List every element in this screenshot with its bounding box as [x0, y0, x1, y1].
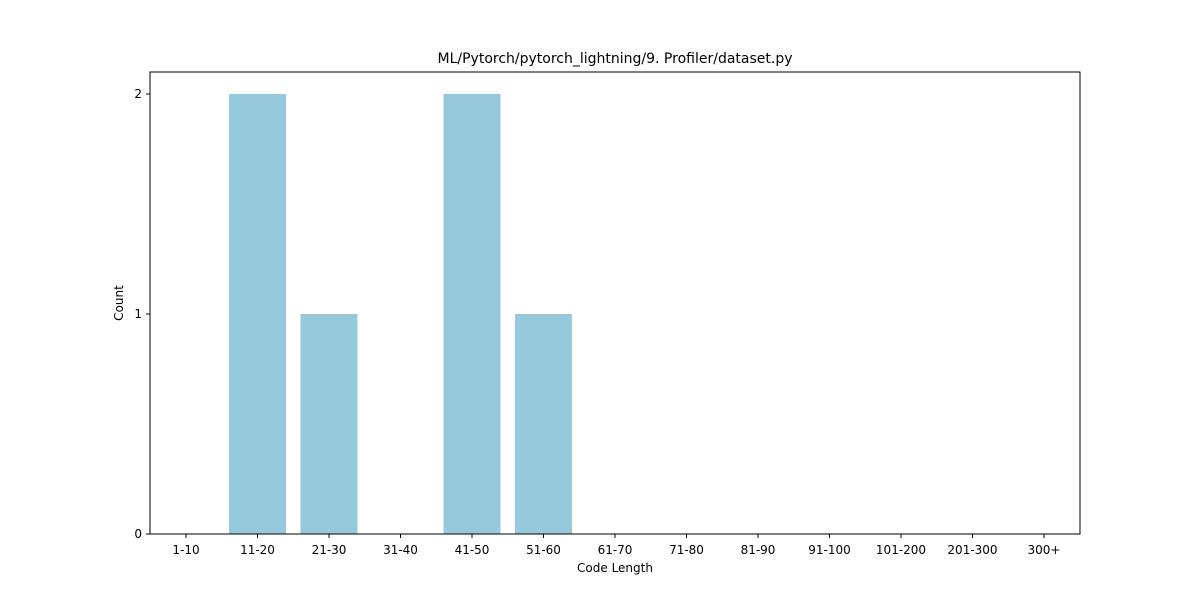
x-tick-label: 61-70: [598, 543, 633, 557]
bar-41-50: [443, 94, 501, 534]
x-tick-label: 11-20: [240, 543, 275, 557]
bar-51-60: [515, 314, 572, 534]
x-tick-label: 1-10: [172, 543, 199, 557]
plot-frame: [149, 71, 1081, 535]
x-tick-label: 41-50: [455, 543, 490, 557]
x-tick-label: 201-300: [947, 543, 997, 557]
x-tick-label: 81-90: [741, 543, 776, 557]
x-tick-label: 300+: [1028, 543, 1061, 557]
bar-21-30: [300, 314, 358, 534]
x-tick-label: 31-40: [383, 543, 418, 557]
x-axis-label: Code Length: [577, 561, 653, 575]
y-tick-label: 0: [134, 527, 142, 541]
x-tick-label: 71-80: [669, 543, 704, 557]
y-tick-label: 1: [134, 307, 142, 321]
y-axis: 0 1 2: [134, 87, 150, 541]
x-axis: 1-10 11-20 21-30 31-40 41-50 51-60 61-70 71-80 8…: [172, 534, 1060, 557]
x-tick-label: 91-100: [808, 543, 851, 557]
bar-11-20: [229, 94, 286, 534]
x-tick-label: 21-30: [312, 543, 347, 557]
y-tick-label: 2: [134, 87, 142, 101]
x-tick-label: 51-60: [526, 543, 561, 557]
bars-layer: [229, 94, 572, 534]
chart-title: ML/Pytorch/pytorch_lightning/9. Profiler…: [438, 51, 793, 67]
x-tick-label: 101-200: [876, 543, 926, 557]
y-axis-label: Count: [112, 285, 126, 321]
